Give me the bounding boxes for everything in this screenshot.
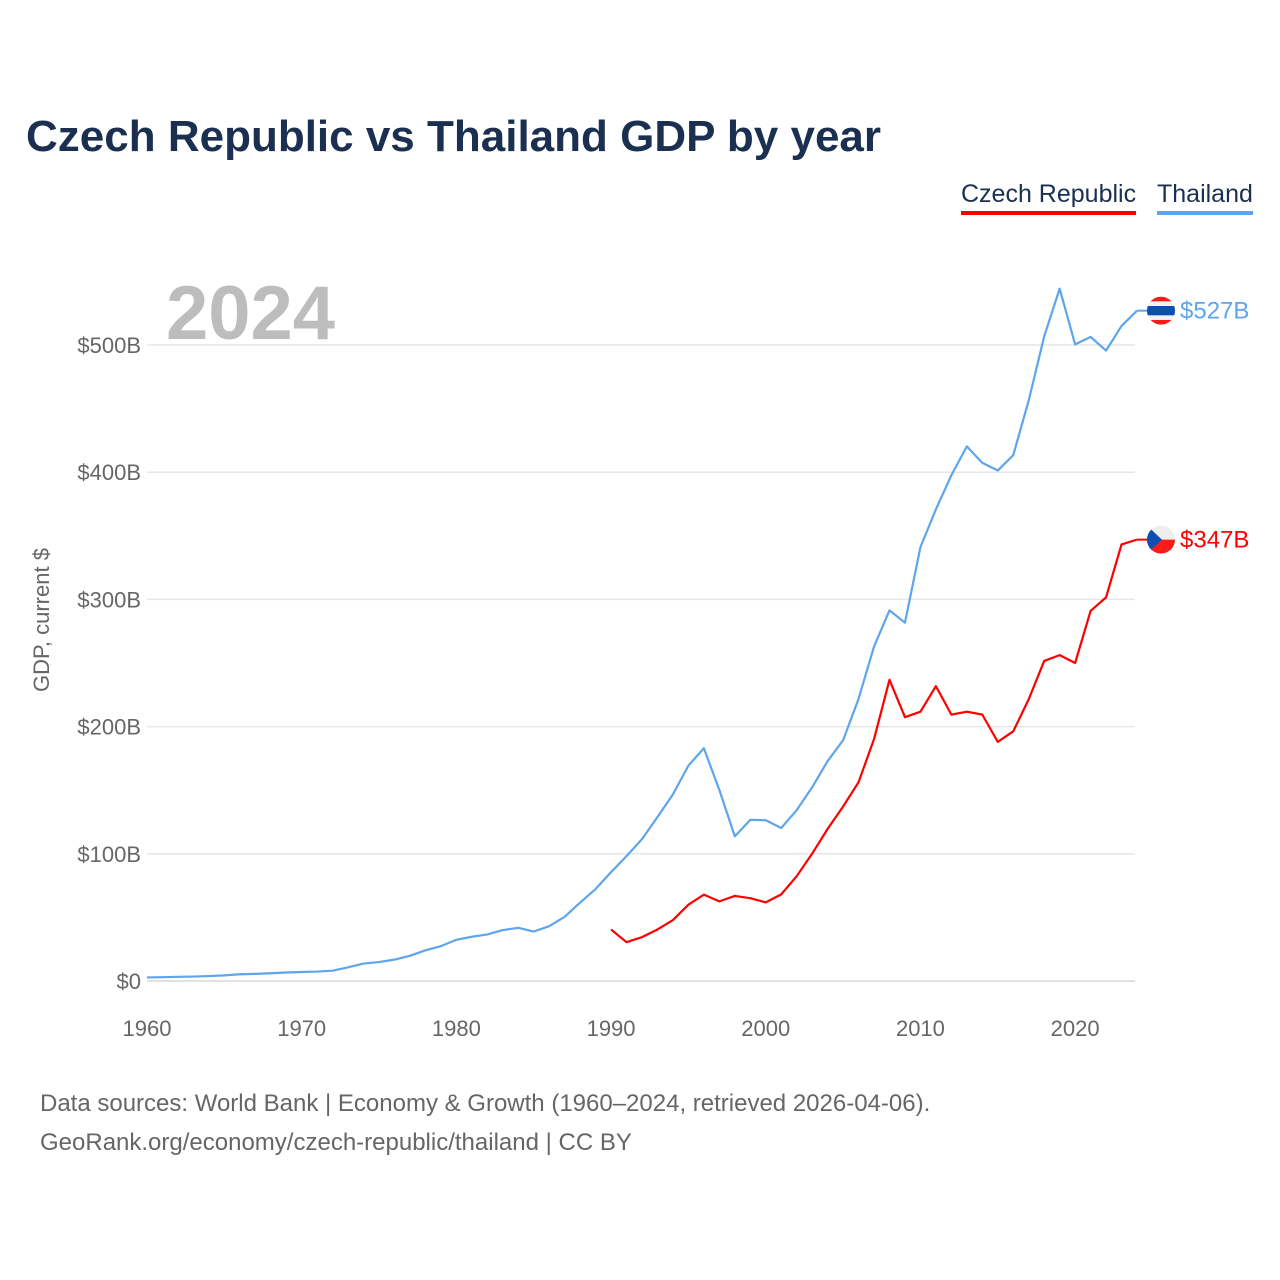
year-watermark: 2024 (166, 271, 335, 356)
flag-body (1147, 296, 1175, 325)
end-value-label: $347B (1180, 527, 1249, 554)
end-value-label: $527B (1180, 298, 1249, 325)
x-tick-label: 1980 (432, 1016, 481, 1041)
x-tick-label: 2000 (741, 1016, 790, 1041)
legend-thailand[interactable]: Thailand (1157, 180, 1253, 215)
series-line-thailand (146, 287, 1138, 979)
flag-stripe (1147, 305, 1175, 316)
thailand-flag-icon (1147, 296, 1175, 325)
source-line-1: Data sources: World Bank | Economy & Gro… (40, 1090, 931, 1117)
y-tick-label: $100B (77, 842, 141, 867)
source-line-2[interactable]: GeoRank.org/economy/czech-republic/thail… (40, 1129, 632, 1156)
x-tick-label: 1970 (277, 1016, 326, 1041)
x-tick-label: 2020 (1051, 1016, 1100, 1041)
flag-body (1147, 525, 1175, 554)
y-tick-label: $0 (117, 969, 141, 994)
y-tick-label: $500B (77, 333, 141, 358)
flag-stripe (1147, 319, 1175, 325)
series-line-czech-republic (610, 538, 1138, 944)
y-tick-label: $300B (77, 587, 141, 612)
x-tick-label: 1960 (123, 1016, 172, 1041)
chart-title: Czech Republic vs Thailand GDP by year (26, 112, 882, 161)
source-note: Data sources: World Bank | Economy & Gro… (40, 1084, 930, 1162)
flag-stripe (1147, 296, 1175, 302)
czech-flag-icon (1147, 525, 1175, 554)
legend-czech-republic[interactable]: Czech Republic (961, 180, 1137, 215)
y-tick-label: $400B (77, 460, 141, 485)
x-tick-label: 1990 (587, 1016, 636, 1041)
y-tick-label: $200B (77, 715, 141, 740)
flag-triangle (1147, 525, 1162, 554)
x-tick-label: 2010 (896, 1016, 945, 1041)
